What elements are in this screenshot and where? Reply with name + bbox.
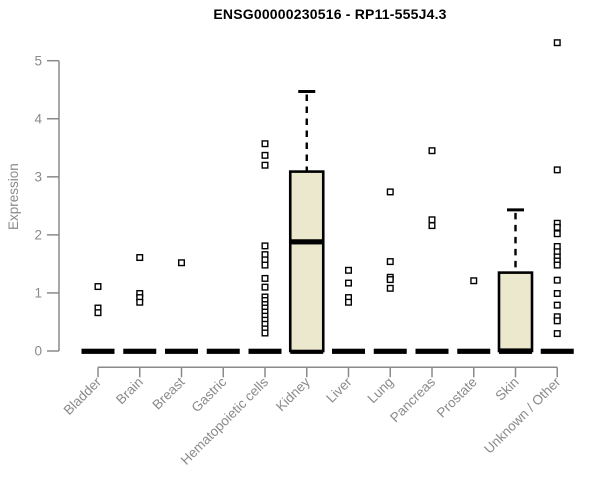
zero-expression-bar <box>373 348 407 354</box>
box <box>497 271 534 353</box>
zero-expression-bar <box>165 348 198 354</box>
outlier-point <box>345 279 353 287</box>
outlier-point <box>553 223 561 231</box>
median-line <box>290 239 324 245</box>
y-tick-label: 5 <box>34 53 42 68</box>
category-unknown-other <box>540 39 574 354</box>
outlier-point <box>470 277 478 285</box>
outlier-point <box>261 274 269 282</box>
zero-expression-bar <box>81 348 115 354</box>
outlier-point <box>386 276 394 284</box>
outlier-point <box>553 276 561 284</box>
category-gastric <box>206 348 240 354</box>
outlier-point <box>553 301 561 309</box>
category-liver <box>332 266 365 354</box>
outlier-point <box>386 258 394 266</box>
outlier-point <box>136 298 144 306</box>
x-tick-label: Gastric <box>189 374 230 415</box>
outlier-point <box>553 290 561 298</box>
y-tick-label: 2 <box>34 228 42 243</box>
x-tick-label: Kidney <box>273 374 313 414</box>
category-skin <box>497 208 534 354</box>
outlier-point <box>261 242 269 250</box>
outlier-point <box>136 254 144 262</box>
x-tick-label: Breast <box>149 374 187 412</box>
outlier-point <box>553 317 561 325</box>
outlier-point <box>261 151 269 159</box>
outlier-point <box>345 266 353 274</box>
outlier-point <box>345 298 353 306</box>
category-lung <box>373 188 407 354</box>
category-brain <box>123 254 157 354</box>
y-tick-label: 3 <box>34 170 42 185</box>
x-tick-label: Unknown / Other <box>481 374 564 457</box>
chart-title: ENSG00000230516 - RP11-555J4.3 <box>213 6 447 22</box>
outlier-point <box>386 188 394 196</box>
zero-expression-bar <box>332 348 365 354</box>
x-tick-label: Lung <box>365 374 397 406</box>
outlier-point <box>261 329 269 337</box>
x-tick-label: Bladder <box>61 374 105 418</box>
zero-expression-bar <box>457 348 491 354</box>
y-tick-label: 0 <box>34 344 42 359</box>
zero-expression-bar <box>206 348 240 354</box>
category-prostate <box>457 277 491 354</box>
outlier-point <box>261 161 269 169</box>
x-tick-label: Brain <box>113 374 146 407</box>
zero-expression-bar <box>248 348 282 354</box>
outlier-point <box>428 222 436 230</box>
outlier-point <box>261 140 269 148</box>
x-tick-label: Pancreas <box>387 374 438 425</box>
outlier-point <box>553 261 561 269</box>
category-hematopoietic-cells <box>248 140 282 354</box>
outlier-point <box>177 259 185 267</box>
category-breast <box>165 259 198 354</box>
outlier-point <box>386 284 394 292</box>
category-kidney <box>288 89 325 354</box>
x-tick-label: Prostate <box>434 374 480 420</box>
category-bladder <box>81 283 115 354</box>
x-tick-label: Skin <box>492 374 521 403</box>
outlier-point <box>553 166 561 174</box>
median-line <box>499 348 532 354</box>
category-pancreas <box>415 147 449 354</box>
outlier-point <box>94 309 102 317</box>
zero-expression-bar <box>415 348 449 354</box>
zero-expression-bar <box>540 348 574 354</box>
outlier-point <box>428 147 436 155</box>
outlier-point <box>553 230 561 238</box>
x-tick-label: Liver <box>323 374 355 406</box>
outlier-point <box>261 261 269 269</box>
outlier-point <box>94 283 102 291</box>
outlier-point <box>261 283 269 291</box>
outlier-point <box>553 330 561 338</box>
outlier-point <box>553 39 561 47</box>
y-tick-label: 4 <box>34 111 42 126</box>
box <box>288 170 325 353</box>
y-tick-label: 1 <box>34 286 42 301</box>
zero-expression-bar <box>123 348 157 354</box>
outlier-point <box>428 216 436 224</box>
